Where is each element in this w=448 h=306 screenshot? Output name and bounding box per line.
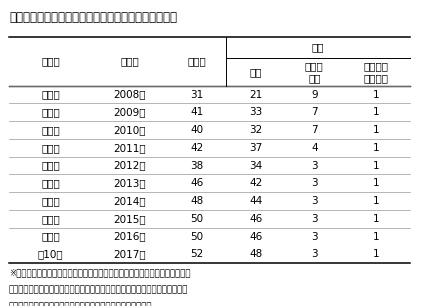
Text: 2010年: 2010年: [114, 125, 146, 135]
Text: 2015年: 2015年: [114, 214, 146, 224]
Text: 1: 1: [373, 214, 379, 224]
Text: 1: 1: [373, 107, 379, 117]
Text: 第７回: 第７回: [41, 196, 60, 206]
Text: 図表３　「メディアに関する全国世論調査」の質問数: 図表３ 「メディアに関する全国世論調査」の質問数: [9, 11, 177, 24]
Text: 内訳: 内訳: [312, 43, 324, 52]
Text: 2014年: 2014年: [114, 196, 146, 206]
Text: 50: 50: [190, 214, 204, 224]
Text: 4: 4: [311, 143, 318, 153]
Text: 質問数: 質問数: [188, 56, 207, 66]
Text: 2011年: 2011年: [114, 143, 146, 153]
Text: 1: 1: [373, 232, 379, 241]
Text: 3: 3: [311, 196, 318, 206]
Text: 32: 32: [250, 125, 263, 135]
Text: 1: 1: [373, 125, 379, 135]
Text: ※質問数は上位の問番号が振られている質問の数を数えている。すなわち、複: ※質問数は上位の問番号が振られている質問の数を数えている。すなわち、複: [9, 269, 190, 278]
Text: 2013年: 2013年: [114, 178, 146, 188]
Text: 第１回: 第１回: [41, 90, 60, 99]
Text: 岐している場合も、それぞれの問を１問として数えている。: 岐している場合も、それぞれの問を１問として数えている。: [9, 302, 152, 306]
Text: 第８回: 第８回: [41, 214, 60, 224]
Text: 1: 1: [373, 196, 379, 206]
Text: 46: 46: [250, 232, 263, 241]
Text: 31: 31: [190, 90, 204, 99]
Text: 数の枝問に分かれている場合も１問としている。また、選択により質問が分: 数の枝問に分かれている場合も１問としている。また、選択により質問が分: [9, 285, 188, 294]
Text: 46: 46: [190, 178, 204, 188]
Text: 2009年: 2009年: [114, 107, 146, 117]
Text: 第９回: 第９回: [41, 232, 60, 241]
Text: 2016年: 2016年: [114, 232, 146, 241]
Text: 第２回: 第２回: [41, 107, 60, 117]
Text: 回答者
属性: 回答者 属性: [305, 61, 323, 83]
Text: 2017年: 2017年: [114, 249, 146, 259]
Text: 40: 40: [190, 125, 204, 135]
Text: 33: 33: [250, 107, 263, 117]
Text: 第６回: 第６回: [41, 178, 60, 188]
Text: 1: 1: [373, 178, 379, 188]
Text: 48: 48: [250, 249, 263, 259]
Text: 1: 1: [373, 161, 379, 170]
Text: 46: 46: [250, 214, 263, 224]
Text: 50: 50: [190, 232, 204, 241]
Text: 調査回: 調査回: [41, 56, 60, 66]
Text: 3: 3: [311, 232, 318, 241]
Text: 9: 9: [311, 90, 318, 99]
Text: 第５回: 第５回: [41, 161, 60, 170]
Text: 52: 52: [190, 249, 204, 259]
Text: 34: 34: [250, 161, 263, 170]
Text: 1: 1: [373, 249, 379, 259]
Text: 1: 1: [373, 143, 379, 153]
Text: 48: 48: [190, 196, 204, 206]
Text: 第３回: 第３回: [41, 125, 60, 135]
Text: 3: 3: [311, 249, 318, 259]
Text: 38: 38: [190, 161, 204, 170]
Text: 41: 41: [190, 107, 204, 117]
Text: 2008年: 2008年: [114, 90, 146, 99]
Text: 44: 44: [250, 196, 263, 206]
Text: 調査年: 調査年: [121, 56, 139, 66]
Text: 7: 7: [311, 125, 318, 135]
Text: 3: 3: [311, 214, 318, 224]
Text: 42: 42: [190, 143, 204, 153]
Text: 42: 42: [250, 178, 263, 188]
Text: 37: 37: [250, 143, 263, 153]
Text: 本編: 本編: [250, 67, 262, 77]
Text: 1: 1: [373, 90, 379, 99]
Text: 21: 21: [250, 90, 263, 99]
Text: 7: 7: [311, 107, 318, 117]
Text: メディア
への意見: メディア への意見: [364, 61, 389, 83]
Text: 3: 3: [311, 161, 318, 170]
Text: 2012年: 2012年: [114, 161, 146, 170]
Text: 3: 3: [311, 178, 318, 188]
Text: 第４回: 第４回: [41, 143, 60, 153]
Text: 第10回: 第10回: [38, 249, 63, 259]
